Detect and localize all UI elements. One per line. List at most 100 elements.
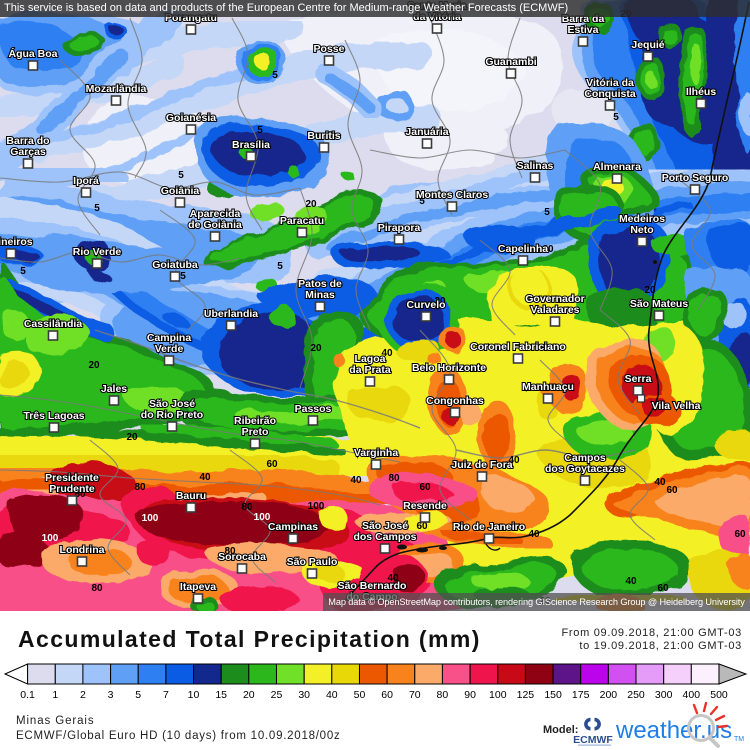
svg-text:5: 5	[135, 689, 141, 701]
svg-text:5: 5	[20, 266, 26, 277]
svg-text:Paracatu: Paracatu	[280, 215, 324, 227]
svg-text:Aparecida: Aparecida	[190, 208, 241, 220]
svg-text:50: 50	[354, 689, 366, 701]
svg-text:80: 80	[241, 502, 253, 513]
svg-text:Iporá: Iporá	[73, 175, 99, 187]
svg-text:Goiatuba: Goiatuba	[152, 259, 198, 271]
svg-text:Jequié: Jequié	[631, 39, 664, 51]
svg-text:do Rio Preto: do Rio Preto	[141, 409, 203, 421]
svg-text:São Mateus: São Mateus	[630, 298, 689, 310]
svg-text:40: 40	[528, 529, 540, 540]
svg-text:Mineiros: Mineiros	[0, 236, 33, 248]
svg-text:80: 80	[91, 583, 103, 594]
svg-text:20: 20	[644, 285, 656, 296]
svg-text:Verde: Verde	[155, 343, 184, 355]
svg-text:Conquista: Conquista	[584, 88, 635, 100]
svg-text:25: 25	[271, 689, 283, 701]
svg-text:Resende: Resende	[403, 500, 447, 512]
svg-text:0.1: 0.1	[20, 689, 35, 701]
svg-text:5: 5	[94, 203, 100, 214]
svg-text:500: 500	[710, 689, 728, 701]
svg-text:Cassilândia: Cassilândia	[24, 318, 83, 330]
svg-text:Vitória da: Vitória da	[586, 77, 634, 89]
svg-text:125: 125	[517, 689, 535, 701]
svg-text:Rio de Janeiro: Rio de Janeiro	[453, 521, 525, 533]
svg-text:São José: São José	[362, 520, 408, 532]
svg-text:Salinas: Salinas	[517, 160, 554, 172]
svg-text:Coronel Fabriciano: Coronel Fabriciano	[470, 341, 566, 353]
svg-text:400: 400	[683, 689, 701, 701]
svg-text:20: 20	[310, 343, 322, 354]
svg-text:5: 5	[277, 261, 283, 272]
svg-text:150: 150	[544, 689, 562, 701]
svg-text:100: 100	[254, 512, 271, 523]
svg-text:5: 5	[257, 125, 263, 136]
svg-text:Bauru: Bauru	[176, 490, 206, 502]
svg-text:Curvelo: Curvelo	[406, 299, 445, 311]
svg-text:Guanambi: Guanambi	[485, 56, 536, 68]
svg-text:Campinas: Campinas	[268, 521, 318, 533]
svg-text:Minas: Minas	[305, 289, 335, 301]
svg-text:60: 60	[666, 485, 678, 496]
svg-text:60: 60	[74, 489, 86, 500]
svg-text:40: 40	[387, 573, 399, 584]
svg-text:40: 40	[350, 475, 362, 486]
svg-text:80: 80	[224, 546, 236, 557]
svg-text:10: 10	[188, 689, 200, 701]
svg-text:100: 100	[142, 513, 159, 524]
svg-text:Preto: Preto	[242, 426, 269, 438]
svg-text:Januária: Januária	[405, 126, 448, 138]
svg-text:40: 40	[508, 455, 520, 466]
svg-text:Brasília: Brasília	[232, 139, 270, 151]
svg-text:Estiva: Estiva	[568, 24, 599, 36]
svg-text:20: 20	[434, 296, 446, 307]
svg-text:80: 80	[388, 473, 400, 484]
svg-text:40: 40	[326, 689, 338, 701]
svg-text:15: 15	[215, 689, 227, 701]
svg-text:100: 100	[489, 689, 507, 701]
svg-text:Medeiros: Medeiros	[619, 213, 665, 225]
svg-text:Jales: Jales	[101, 383, 127, 395]
svg-text:5: 5	[419, 196, 425, 207]
svg-text:40: 40	[625, 576, 637, 587]
svg-text:Lagoa: Lagoa	[355, 353, 386, 365]
svg-text:da Prata: da Prata	[349, 364, 391, 376]
svg-text:São José: São José	[149, 398, 195, 410]
svg-text:Goianésia: Goianésia	[166, 112, 216, 124]
svg-text:Juiz de Fora: Juiz de Fora	[451, 459, 512, 471]
svg-text:Almenara: Almenara	[593, 161, 641, 173]
svg-text:Campina: Campina	[147, 332, 192, 344]
svg-text:Itapeva: Itapeva	[180, 581, 216, 593]
svg-text:3: 3	[108, 689, 114, 701]
svg-text:Porto Seguro: Porto Seguro	[662, 172, 729, 184]
svg-text:Passos: Passos	[295, 403, 332, 415]
svg-text:20: 20	[305, 199, 317, 210]
svg-text:80: 80	[437, 689, 449, 701]
svg-text:20: 20	[243, 689, 255, 701]
svg-text:250: 250	[627, 689, 645, 701]
svg-text:Água Boa: Água Boa	[8, 47, 57, 60]
svg-text:Patos de: Patos de	[298, 278, 342, 290]
svg-text:Sorocaba: Sorocaba	[218, 551, 266, 563]
svg-text:5: 5	[180, 271, 186, 282]
svg-text:5: 5	[544, 207, 550, 218]
svg-text:Goiânia: Goiânia	[161, 185, 200, 197]
svg-text:60: 60	[266, 459, 278, 470]
svg-text:300: 300	[655, 689, 673, 701]
svg-text:dos Goytacazes: dos Goytacazes	[545, 463, 625, 475]
svg-text:70: 70	[409, 689, 421, 701]
svg-text:60: 60	[416, 521, 428, 532]
svg-text:Ilhéus: Ilhéus	[686, 86, 717, 98]
svg-text:Barra do: Barra do	[6, 135, 49, 147]
svg-text:5: 5	[613, 112, 619, 123]
svg-text:Uberlandia: Uberlandia	[204, 308, 258, 320]
svg-text:São Paulo: São Paulo	[287, 556, 338, 568]
svg-text:Montes Claros: Montes Claros	[416, 189, 489, 201]
svg-text:Governador: Governador	[525, 293, 585, 305]
svg-text:Valadares: Valadares	[530, 304, 579, 316]
svg-text:Rio Verde: Rio Verde	[73, 246, 122, 258]
svg-text:20: 20	[88, 360, 100, 371]
svg-text:5: 5	[272, 70, 278, 81]
svg-text:20: 20	[126, 432, 138, 443]
svg-text:Varginha: Varginha	[354, 447, 399, 459]
